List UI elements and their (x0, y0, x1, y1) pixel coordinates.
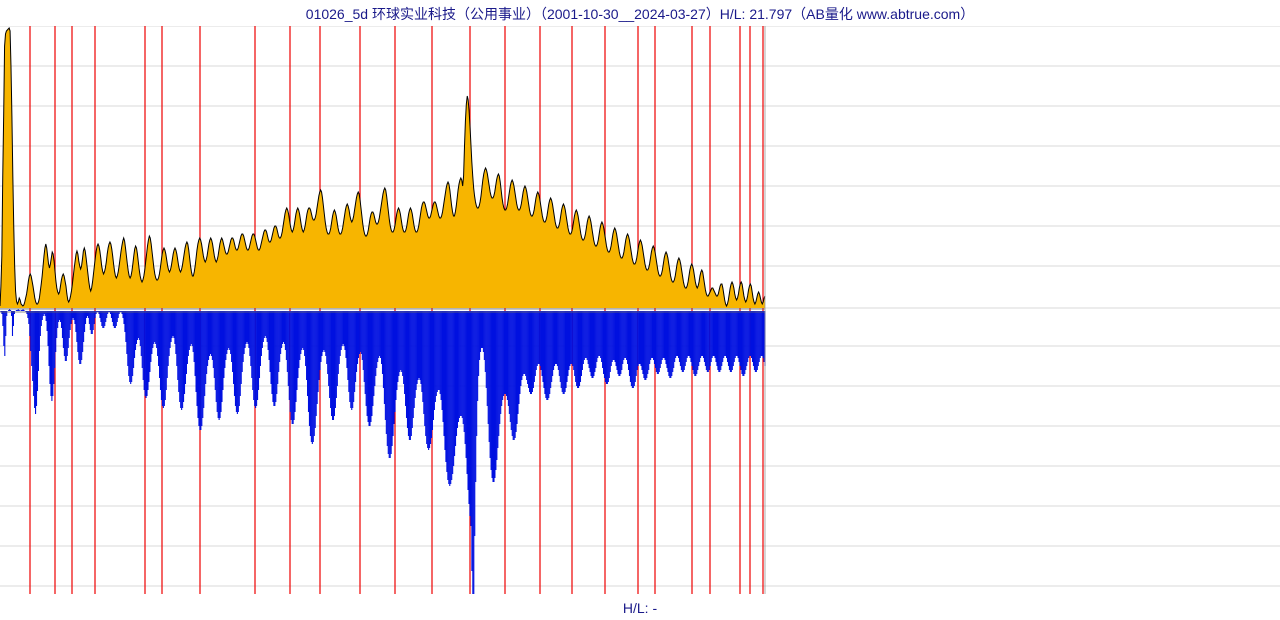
chart-footer: H/L: - (0, 600, 1280, 616)
chart-svg (0, 26, 1280, 594)
chart-area (0, 26, 1280, 594)
chart-title: 01026_5d 环球实业科技（公用事业）（2001-10-30__2024-0… (0, 4, 1280, 24)
